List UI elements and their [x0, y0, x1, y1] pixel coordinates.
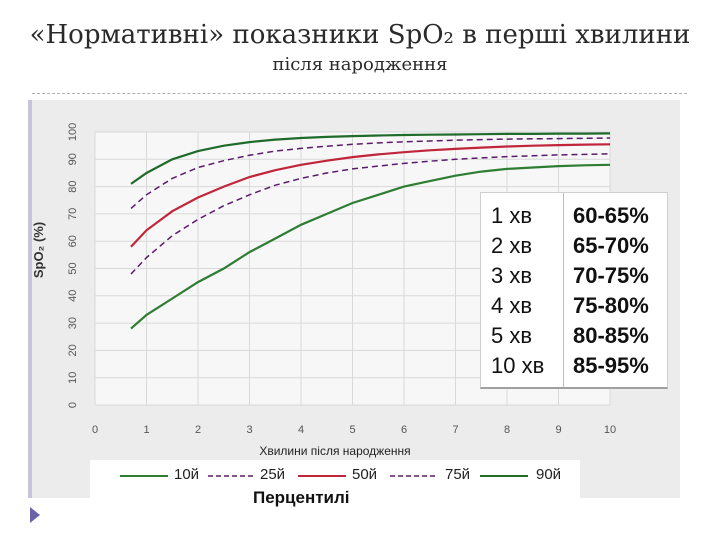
title-line-2: після народження	[272, 54, 448, 75]
time-cell: 3 хв	[491, 263, 533, 288]
y-axis-label: SpO₂ (%)	[31, 221, 46, 279]
time-cell: 10 хв	[491, 353, 545, 378]
time-cell: 2 хв	[491, 233, 533, 258]
range-cell: 75-80%	[573, 293, 649, 318]
x-tick-label: 7	[452, 424, 458, 436]
x-tick-label: 1	[143, 424, 149, 436]
x-tick-label: 3	[246, 424, 252, 436]
legend-item-25: 25й	[260, 466, 286, 483]
range-cell: 65-70%	[573, 233, 649, 258]
x-tick-label: 2	[195, 424, 201, 436]
legend-item-10: 10й	[174, 466, 200, 483]
table-divider	[563, 193, 564, 387]
y-tick-label: 30	[67, 317, 79, 329]
time-cell: 4 хв	[491, 293, 533, 318]
nav-arrow-icon[interactable]	[30, 507, 40, 523]
dashed-divider	[32, 93, 687, 94]
y-tick-label: 100	[67, 123, 79, 141]
range-cell: 85-95%	[573, 353, 649, 378]
range-cell: 70-75%	[573, 263, 649, 288]
series-line-2	[130, 143, 611, 248]
legend-item-50: 50й	[352, 466, 378, 483]
norms-table: 1 хв 2 хв 3 хв 4 хв 5 хв 10 хв 60-65% 65…	[480, 192, 668, 389]
legend-item-75: 75й	[445, 466, 471, 483]
x-tick-label: 6	[401, 424, 407, 436]
x-axis-label: Хвилини після народження	[259, 444, 411, 458]
y-tick-label: 90	[67, 153, 79, 165]
x-tick-label: 9	[555, 424, 561, 436]
range-cell: 60-65%	[573, 203, 649, 228]
x-tick-label: 5	[349, 424, 355, 436]
series-line-3	[130, 137, 611, 209]
time-cell: 5 хв	[491, 323, 533, 348]
legend-item-90: 90й	[536, 466, 562, 483]
y-tick-label: 0	[67, 402, 79, 408]
y-tick-label: 80	[67, 180, 79, 192]
series-line-0	[130, 163, 611, 330]
x-tick-label: 10	[604, 424, 616, 436]
range-cell: 80-85%	[573, 323, 649, 348]
y-tick-label: 60	[67, 235, 79, 247]
page-title: «Нормативні» показники SpO₂ в перші хвил…	[20, 20, 700, 80]
time-cell: 1 хв	[491, 203, 533, 228]
legend-swatches	[120, 475, 528, 477]
y-tick-label: 70	[67, 208, 79, 220]
time-column: 1 хв 2 хв 3 хв 4 хв 5 хв 10 хв	[491, 201, 563, 381]
legend: 10й 25й 50й 75й 90й	[90, 460, 580, 500]
y-tick-label: 20	[67, 344, 79, 356]
y-tick-label: 50	[67, 262, 79, 274]
series-line-4	[130, 132, 611, 185]
series-line-1	[130, 153, 611, 275]
title-line-1: «Нормативні» показники SpO₂ в перші хвил…	[29, 20, 691, 50]
x-tick-label: 0	[92, 424, 98, 436]
percentiles-label: Перцентилі	[253, 488, 350, 507]
x-tick-label: 4	[298, 424, 304, 436]
y-tick-label: 10	[67, 372, 79, 384]
accent-bar	[28, 100, 32, 498]
x-tick-label: 8	[504, 424, 510, 436]
range-column: 60-65% 65-70% 70-75% 75-80% 80-85% 85-95…	[573, 201, 665, 381]
y-tick-label: 40	[67, 290, 79, 302]
